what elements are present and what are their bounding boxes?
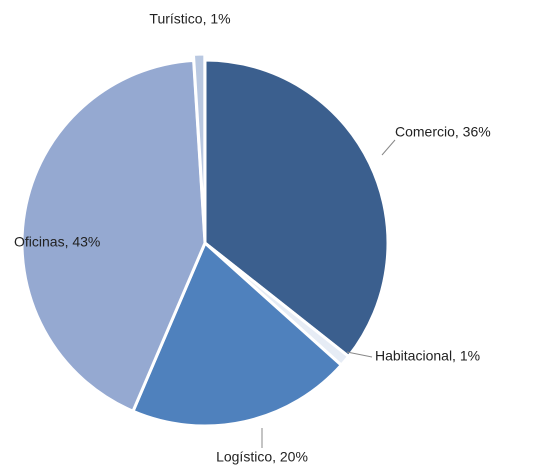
pie-slice (131, 240, 344, 428)
data-label: Turístico, 1% (149, 11, 230, 27)
data-label: Logístico, 20% (216, 449, 308, 465)
data-label: Habitacional, 1% (375, 348, 480, 364)
leader-line (381, 139, 396, 156)
pie-slice (203, 58, 390, 359)
data-label: Oficinas, 43% (14, 234, 100, 250)
pie-slice (20, 58, 207, 414)
pie-slice (191, 52, 207, 238)
data-label: Comercio, 36% (395, 124, 491, 140)
leader-line (346, 351, 373, 358)
